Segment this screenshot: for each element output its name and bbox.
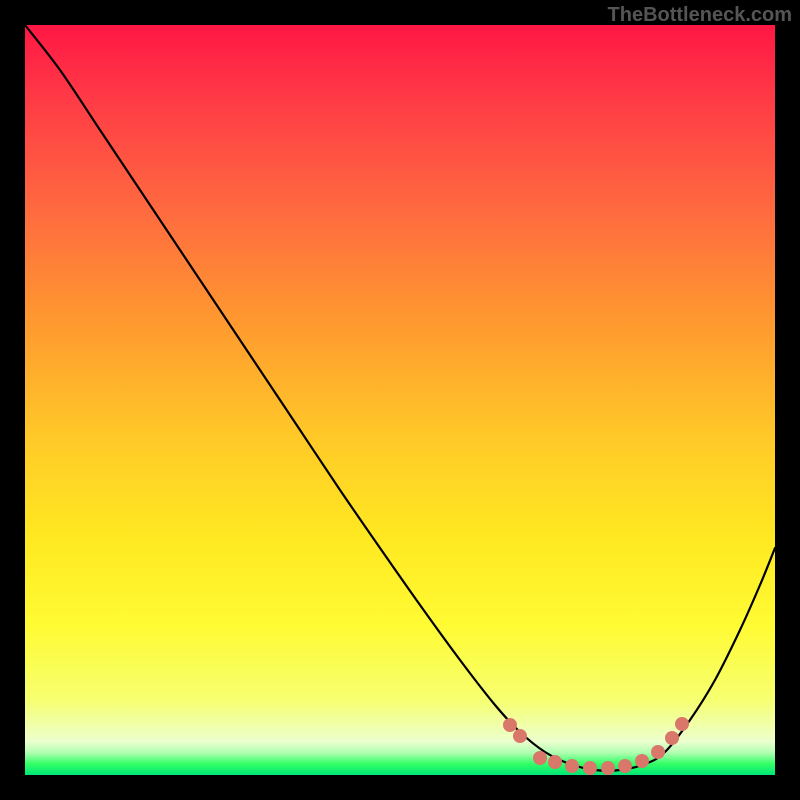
marker-point bbox=[503, 718, 517, 732]
marker-point bbox=[675, 717, 689, 731]
bottleneck-chart bbox=[0, 0, 800, 800]
marker-point bbox=[583, 761, 597, 775]
marker-point bbox=[651, 745, 665, 759]
marker-point bbox=[513, 729, 527, 743]
chart-background bbox=[25, 25, 775, 775]
marker-point bbox=[548, 755, 562, 769]
marker-point bbox=[601, 761, 615, 775]
marker-point bbox=[665, 731, 679, 745]
marker-point bbox=[565, 759, 579, 773]
marker-point bbox=[533, 751, 547, 765]
chart-container: TheBottleneck.com bbox=[0, 0, 800, 800]
marker-point bbox=[618, 759, 632, 773]
marker-point bbox=[635, 754, 649, 768]
watermark-text: TheBottleneck.com bbox=[608, 4, 792, 27]
